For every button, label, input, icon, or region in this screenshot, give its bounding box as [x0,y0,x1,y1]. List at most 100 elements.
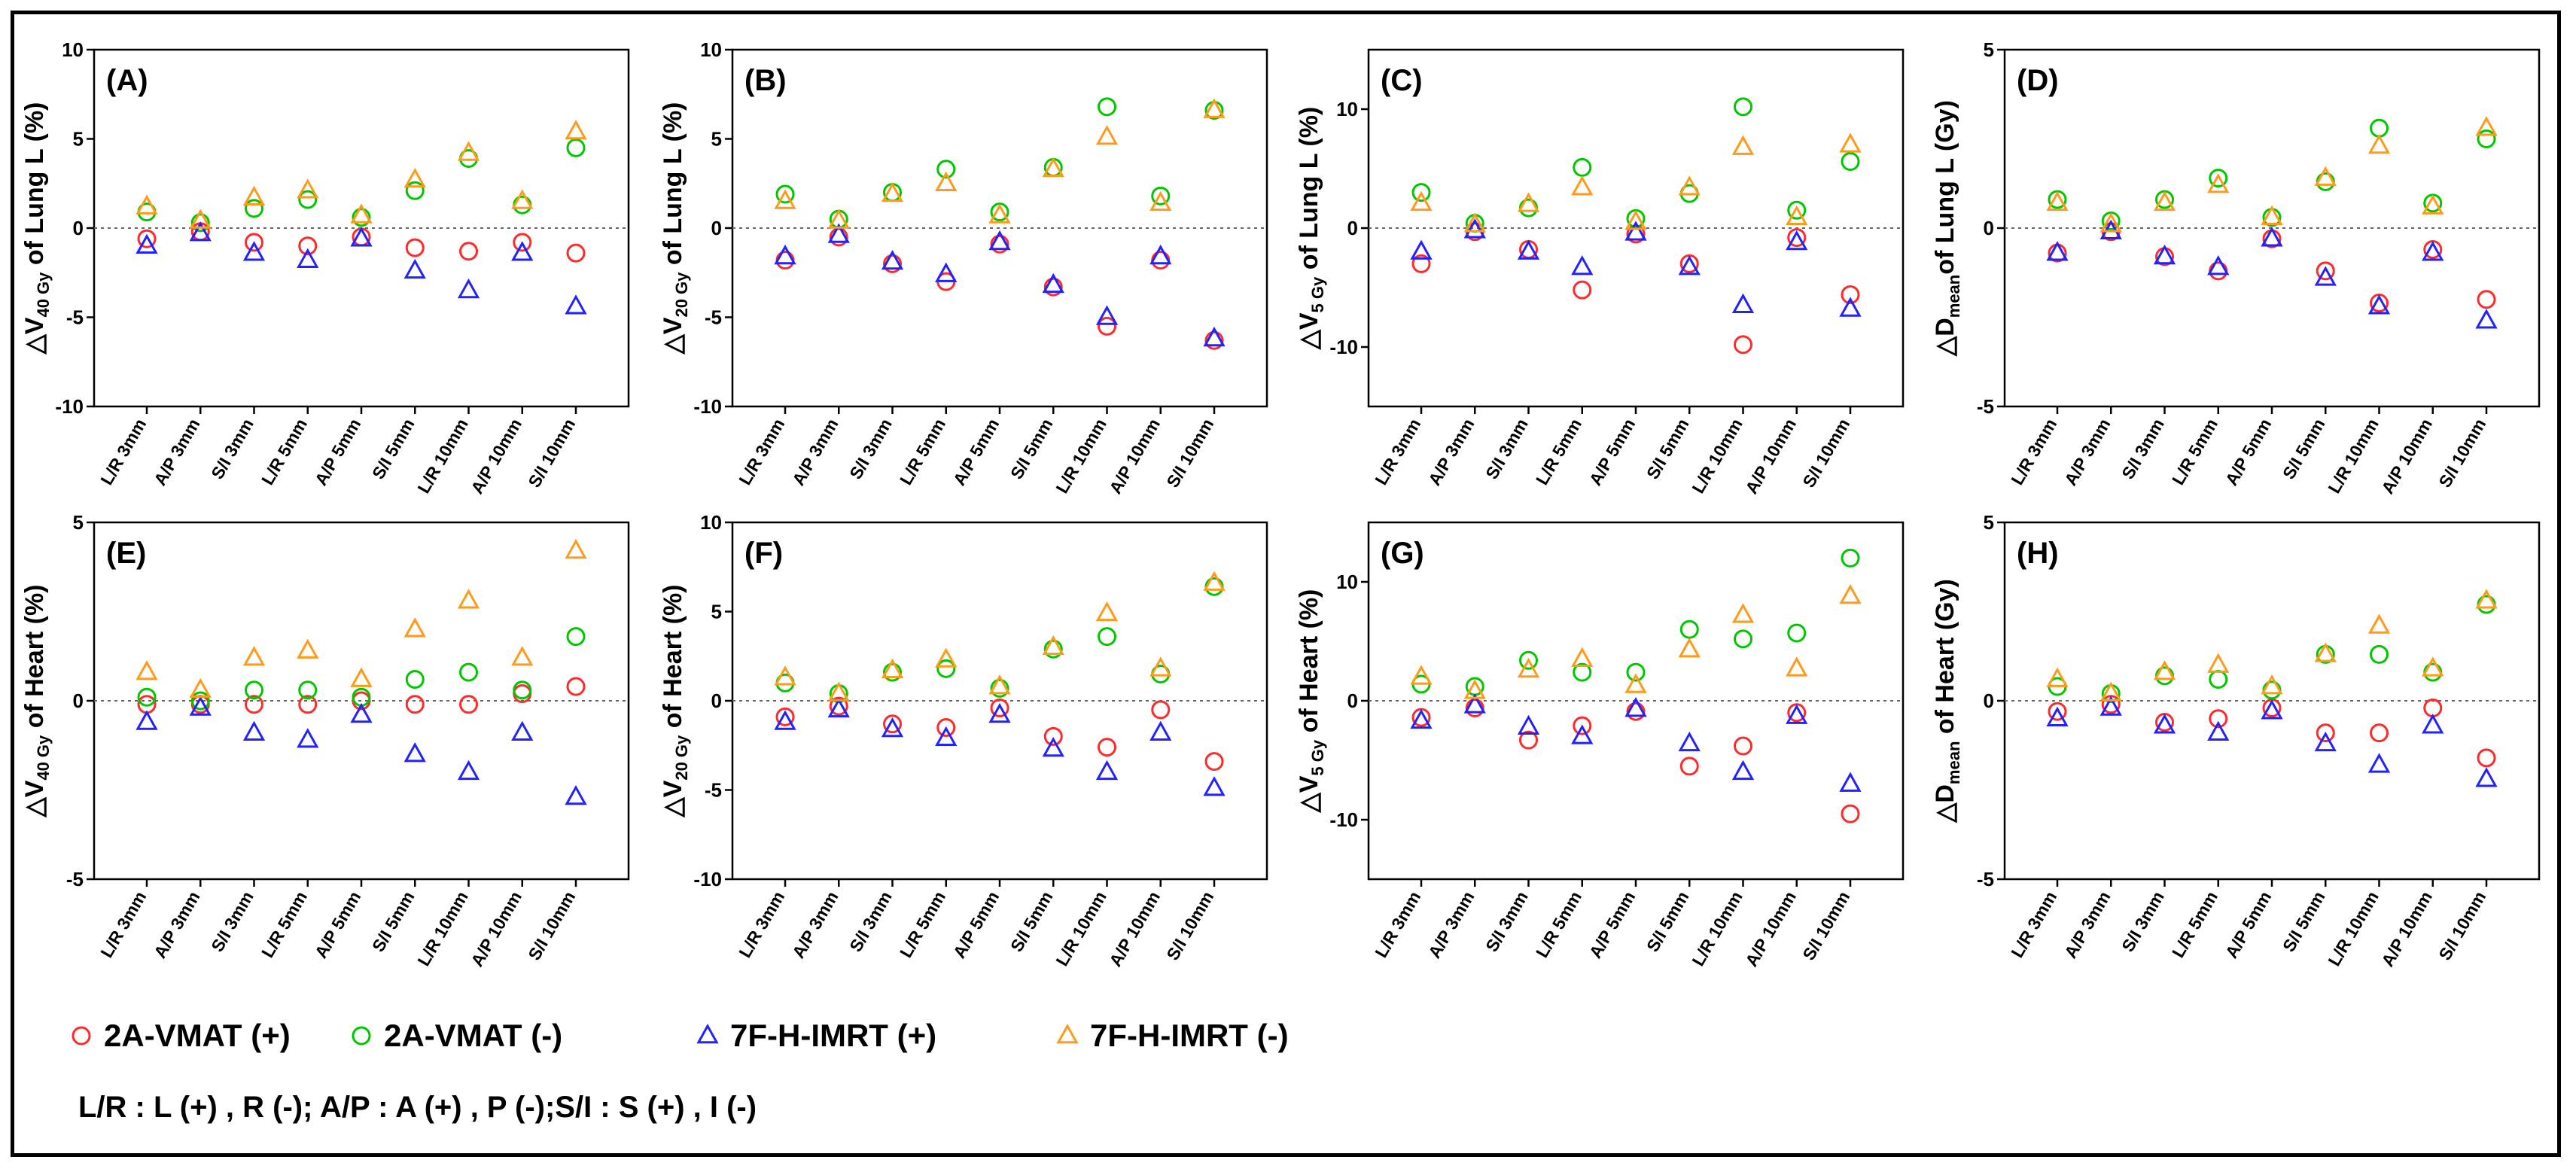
x-tick-label: A/P 10mm [1105,416,1164,498]
data-point [1571,647,1594,667]
data-point [1098,97,1116,117]
data-point [827,223,850,243]
data-point [298,190,318,209]
y-tick-label: 0 [73,217,84,239]
y-axis-label-sub: mean [1944,275,1963,318]
data-point [2477,290,2496,309]
legend-marker [696,1023,719,1044]
data-point [829,227,848,247]
data-point [1203,326,1226,347]
data-point [457,278,480,299]
data-point [245,199,263,218]
data-point [1149,656,1172,677]
data-point [297,248,319,268]
data-point [2207,173,2230,193]
x-tick-label: A/P 5mm [2221,888,2276,962]
data-point [1624,673,1647,693]
data-point [2046,241,2069,261]
x-tick-label: A/P 3mm [788,888,842,962]
data-point [350,203,373,224]
data-point [1465,698,1484,717]
data-point [1098,316,1116,336]
legend-item: 7F-H-IMRT (-) [1056,1018,1289,1053]
data-point [565,119,587,140]
data-point [2261,699,2283,720]
y-axis-label-rest: of Lung L (%) [659,102,687,272]
data-point [1042,157,1064,178]
data-point [1517,192,1540,212]
x-tick-label: L/R 10mm [2324,416,2382,497]
data-point [990,234,1009,254]
footnote: L/R : L (+) , R (-); A/P : A (+) , P (-)… [78,1091,757,1124]
data-point [1411,183,1431,202]
data-point [405,238,425,257]
legend-marker [352,1026,371,1046]
x-tick-label: L/R 5mm [1532,888,1585,961]
data-point [827,681,850,702]
legend-label: 7F-H-IMRT (+) [730,1018,936,1053]
y-axis-label: △V20 Gy of Lung L (%) [659,102,691,355]
data-point [566,677,586,696]
x-tick-label: A/P 5mm [1585,416,1640,489]
data-point [1841,285,1860,304]
data-point [1839,772,1862,792]
data-point [1678,175,1701,196]
y-tick-label: 5 [73,128,84,151]
data-point [1149,720,1172,741]
data-point [298,680,318,700]
x-tick-label: S/I 10mm [2434,416,2489,491]
panel-label: (B) [744,64,787,97]
data-point [1042,272,1064,294]
x-tick-label: A/P 5mm [949,416,1003,489]
data-point [2316,261,2335,281]
data-point [1410,239,1433,260]
data-point [1095,305,1119,325]
data-point [2261,227,2283,247]
x-tick-label: S/I 10mm [1162,416,1217,491]
x-tick-label: L/R 10mm [413,416,471,497]
data-point [513,680,532,700]
data-point [1517,714,1540,735]
y-axis-label-rest: of Lung L (%) [20,102,49,272]
x-tick-label: L/R 5mm [1532,416,1585,489]
data-point [1043,277,1063,297]
data-point [1787,228,1807,248]
y-tick-label: 0 [711,217,722,239]
panel-label: (F) [744,537,783,570]
x-tick-label: S/I 10mm [1798,416,1853,491]
x-tick-label: S/I 5mm [1006,888,1057,955]
data-point [935,647,958,668]
data-point [405,695,425,714]
y-axis-label-sub: 40 Gy [34,272,53,318]
y-axis-label-main: △V [659,780,687,817]
x-tick-label: L/R 3mm [735,416,788,489]
y-axis-label-main: △D [1931,318,1959,357]
y-axis-label: △Dmeanof Lung L (Gy) [1931,100,1963,357]
data-point [1839,583,1862,604]
data-point [1731,293,1755,313]
data-point [135,194,158,215]
data-point [2316,723,2335,743]
x-tick-label: S/I 3mm [2118,416,2168,482]
data-point [1734,736,1752,756]
data-point [1786,656,1808,677]
y-tick-label: 0 [711,690,722,712]
data-point [189,221,212,242]
data-point [936,659,956,678]
data-point [2046,190,2069,212]
data-point [1095,760,1119,781]
data-point [1095,125,1119,145]
data-point [457,141,480,161]
data-point [242,720,266,741]
data-point [1626,662,1646,682]
data-point [1410,190,1433,212]
x-tick-label: S/I 5mm [368,416,419,482]
x-tick-label: L/R 5mm [896,888,949,961]
data-point [2422,714,2444,734]
data-point [1043,639,1063,659]
y-tick-label: 0 [1984,690,1994,712]
data-point [988,674,1011,695]
x-tick-label: L/R 3mm [2007,888,2060,961]
x-tick-label: S/I 5mm [368,888,419,955]
